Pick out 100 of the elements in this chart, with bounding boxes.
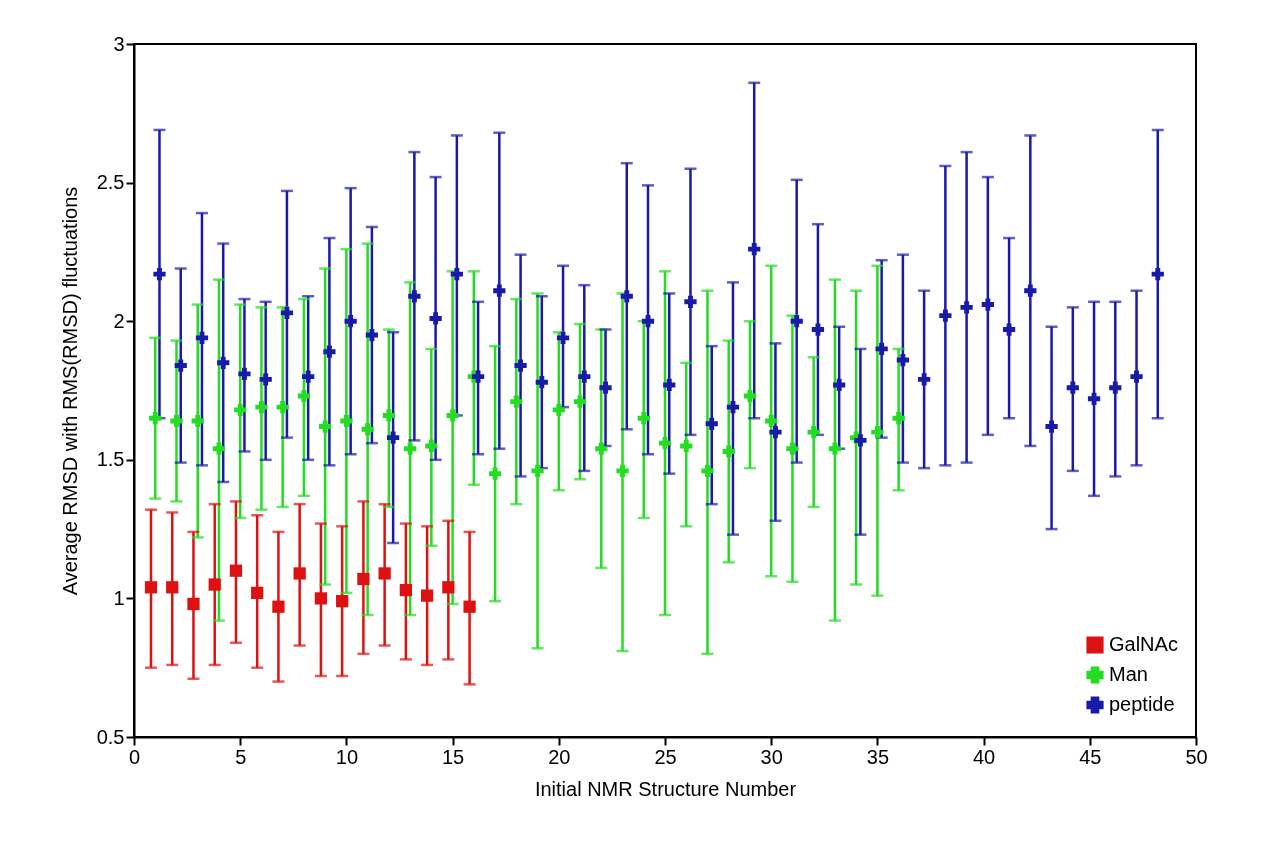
point	[726, 401, 740, 414]
point	[149, 412, 162, 425]
point	[828, 442, 842, 455]
point	[552, 403, 565, 417]
point	[663, 378, 676, 392]
y-tick-label: 1.5	[96, 448, 125, 471]
y-tick-label: 0.5	[96, 725, 125, 748]
point	[446, 409, 459, 422]
point	[238, 367, 251, 380]
point	[535, 376, 548, 389]
point	[854, 434, 867, 447]
point	[599, 381, 612, 394]
point	[510, 395, 523, 408]
point	[811, 323, 825, 336]
x-tick-label: 45	[1079, 745, 1102, 768]
point	[217, 356, 230, 369]
x-axis-title: Initial NMR Structure Number	[534, 777, 797, 800]
point	[323, 345, 336, 358]
point	[319, 420, 332, 433]
point	[578, 370, 591, 383]
point	[871, 425, 884, 439]
x-tick-label: 35	[866, 745, 890, 768]
point	[463, 600, 476, 613]
point	[939, 309, 952, 322]
point	[488, 467, 502, 480]
point	[336, 595, 349, 608]
point	[195, 331, 209, 344]
point	[293, 567, 306, 580]
point	[1045, 420, 1058, 433]
point	[722, 445, 735, 458]
point	[493, 284, 506, 297]
point	[361, 423, 374, 436]
point	[833, 378, 846, 392]
point	[191, 414, 204, 428]
point	[896, 353, 910, 367]
point	[344, 315, 357, 328]
point	[208, 578, 221, 591]
point	[153, 267, 166, 281]
point	[255, 401, 268, 414]
point	[425, 439, 438, 453]
point	[442, 581, 455, 594]
point	[641, 315, 655, 328]
point	[450, 267, 463, 281]
x-tick-label: 10	[335, 745, 359, 768]
point	[573, 395, 587, 408]
point	[365, 328, 379, 342]
point	[297, 389, 311, 403]
point	[748, 243, 761, 256]
x-tick-label: 25	[654, 745, 677, 768]
y-tick-label: 1	[113, 586, 125, 609]
point	[378, 567, 391, 580]
point	[786, 442, 799, 455]
point	[680, 439, 693, 453]
point	[420, 589, 434, 602]
point	[807, 425, 820, 439]
x-tick-label: 50	[1185, 745, 1208, 768]
point	[429, 312, 442, 325]
x-tick-label: 40	[972, 745, 996, 768]
x-tick-label: 5	[235, 745, 247, 768]
point	[981, 298, 994, 311]
point	[357, 572, 370, 586]
x-tick-label: 0	[128, 745, 141, 768]
point	[531, 464, 544, 478]
point	[658, 437, 672, 450]
point	[769, 425, 782, 439]
point	[471, 370, 485, 383]
point	[280, 306, 294, 320]
point	[556, 331, 570, 344]
y-tick-label: 3	[113, 32, 125, 55]
point	[616, 464, 629, 478]
point	[1109, 381, 1122, 394]
point	[408, 290, 421, 303]
point	[701, 464, 714, 478]
point	[1151, 267, 1164, 281]
point	[399, 583, 412, 597]
point	[918, 373, 931, 386]
point	[1130, 370, 1143, 383]
legend-label: peptide	[1109, 693, 1175, 715]
point	[960, 301, 973, 314]
legend-label: GalNAc	[1109, 633, 1178, 655]
legend-label: Man	[1109, 663, 1148, 685]
point	[144, 581, 158, 594]
point	[174, 359, 187, 372]
point	[1024, 284, 1037, 297]
x-tick-label: 15	[441, 745, 465, 768]
point	[234, 403, 247, 417]
x-tick-label: 20	[548, 745, 571, 768]
point	[212, 442, 226, 455]
y-axis-title: Average RMSD with RMS(RMSD) fluctuations	[58, 186, 81, 596]
point	[259, 373, 272, 386]
point	[272, 600, 285, 613]
point	[340, 414, 353, 428]
point	[765, 414, 778, 428]
point	[170, 414, 183, 428]
point	[620, 290, 633, 303]
point	[1087, 392, 1101, 405]
point	[251, 586, 264, 599]
point	[404, 442, 417, 455]
point	[1002, 323, 1016, 336]
point	[229, 564, 243, 577]
